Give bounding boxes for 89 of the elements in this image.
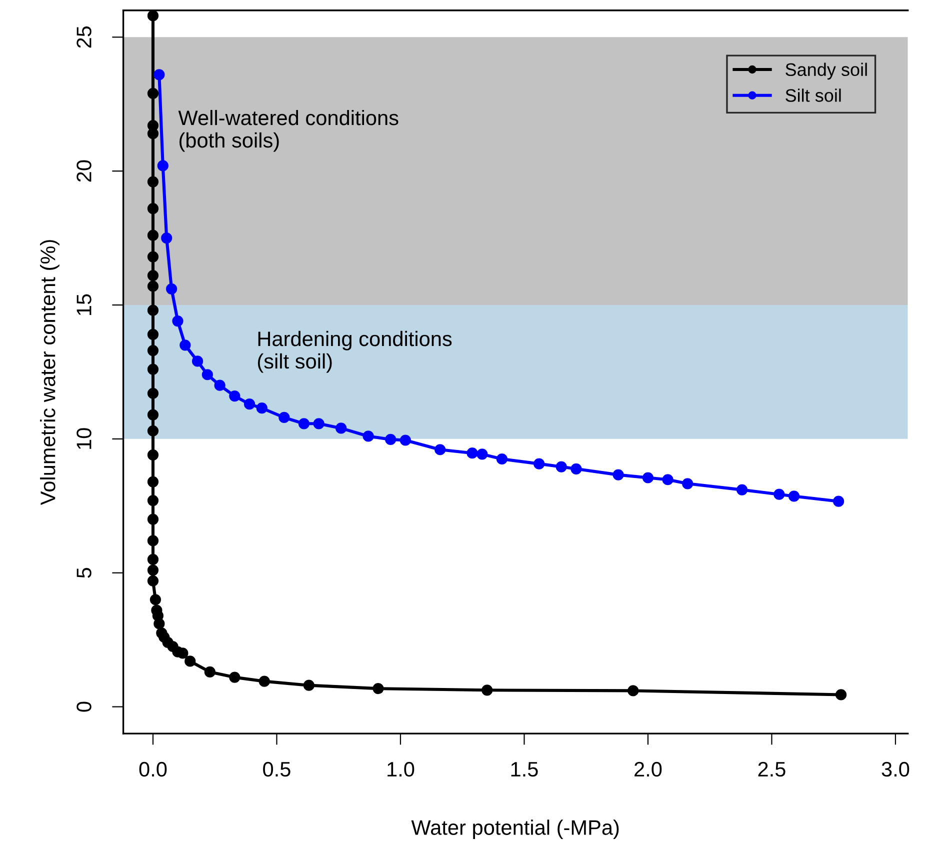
- x-tick-label: 2.5: [758, 762, 786, 777]
- point: [256, 402, 268, 414]
- legend-label: Silt soil: [786, 88, 841, 102]
- point: [147, 280, 159, 292]
- point: [434, 444, 446, 456]
- point: [612, 469, 624, 480]
- point: [184, 656, 196, 667]
- point: [147, 449, 159, 461]
- point: [642, 472, 654, 484]
- point: [832, 496, 844, 507]
- y-tick-label: 25: [76, 26, 92, 48]
- point: [496, 453, 508, 465]
- point: [147, 344, 159, 356]
- point: [400, 434, 411, 446]
- x-tick-label: 0.0: [139, 762, 167, 777]
- point: [147, 564, 159, 576]
- legend-label: Sandy soil: [786, 62, 867, 80]
- y-tick-label: 0: [76, 702, 92, 712]
- point: [556, 461, 567, 472]
- point: [298, 418, 310, 430]
- x-tick-label: 3.0: [882, 762, 910, 777]
- y-tick-label: 5: [76, 568, 92, 578]
- point: [244, 398, 256, 410]
- band-label: Hardening conditions (silt soil): [258, 330, 452, 373]
- x-tick-label: 1.5: [511, 762, 538, 777]
- y-tick-label: 20: [76, 160, 92, 182]
- point: [662, 474, 674, 486]
- point: [177, 648, 188, 659]
- point: [147, 388, 159, 399]
- point: [788, 490, 800, 502]
- point: [313, 418, 324, 430]
- point: [161, 232, 172, 244]
- point: [147, 128, 159, 140]
- point: [229, 390, 240, 402]
- point: [147, 328, 159, 340]
- point: [736, 484, 748, 496]
- point: [157, 160, 168, 172]
- point: [466, 448, 478, 459]
- point: [147, 88, 159, 99]
- point: [482, 684, 493, 696]
- point: [147, 409, 159, 420]
- point: [147, 575, 159, 586]
- x-axis-title: Water potential (-MPa): [411, 820, 619, 840]
- point: [147, 251, 159, 262]
- x-tick-label: 2.0: [634, 762, 662, 777]
- point: [166, 283, 178, 294]
- point: [192, 356, 204, 367]
- point: [476, 448, 488, 460]
- point: [147, 230, 159, 241]
- point: [278, 412, 290, 424]
- point: [534, 458, 545, 470]
- point: [172, 316, 184, 327]
- point: [147, 554, 159, 566]
- point: [147, 203, 159, 214]
- point: [147, 535, 159, 546]
- point: [147, 514, 159, 525]
- point: [372, 682, 384, 694]
- y-tick-label: 15: [76, 294, 92, 315]
- point: [229, 672, 240, 683]
- point: [204, 666, 216, 678]
- x-tick-label: 0.5: [263, 762, 290, 777]
- point: [147, 476, 159, 488]
- point: [258, 676, 270, 687]
- point: [154, 69, 165, 80]
- point: [154, 618, 165, 630]
- point: [147, 176, 159, 188]
- point: [385, 434, 396, 446]
- y-tick-label: 10: [76, 428, 92, 449]
- point: [180, 340, 191, 351]
- point: [147, 270, 159, 282]
- point: [150, 594, 162, 606]
- point: [147, 364, 159, 375]
- point: [147, 10, 159, 22]
- point: [628, 685, 639, 696]
- point: [336, 422, 347, 434]
- point: [214, 380, 226, 391]
- point: [147, 304, 159, 316]
- y-axis-title: Volumetric water content (%): [40, 240, 60, 506]
- point: [303, 680, 314, 691]
- point: [570, 463, 582, 474]
- point: [147, 425, 159, 436]
- point: [147, 494, 159, 506]
- point: [682, 478, 694, 490]
- point: [835, 689, 847, 700]
- point: [202, 369, 213, 380]
- band-label: Well-watered conditions (both soils): [178, 110, 398, 152]
- point: [774, 488, 785, 500]
- x-tick-label: 1.0: [388, 762, 414, 777]
- point: [362, 430, 374, 442]
